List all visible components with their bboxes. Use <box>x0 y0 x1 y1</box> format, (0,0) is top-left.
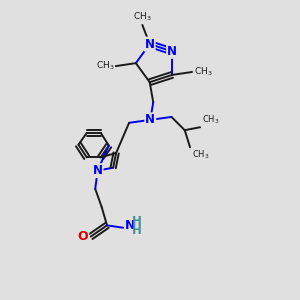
Text: CH$_3$: CH$_3$ <box>191 149 209 161</box>
Text: N: N <box>125 219 135 232</box>
Text: N: N <box>145 38 155 51</box>
Text: H: H <box>132 215 142 228</box>
Text: CH$_3$: CH$_3$ <box>133 10 152 22</box>
Text: CH$_3$: CH$_3$ <box>202 113 219 126</box>
Text: CH$_3$: CH$_3$ <box>194 66 212 78</box>
Text: N: N <box>167 45 177 58</box>
Text: H: H <box>132 224 142 237</box>
Text: N: N <box>93 164 103 177</box>
Text: O: O <box>78 230 88 243</box>
Text: CH$_3$: CH$_3$ <box>96 60 114 72</box>
Text: N: N <box>145 113 155 126</box>
